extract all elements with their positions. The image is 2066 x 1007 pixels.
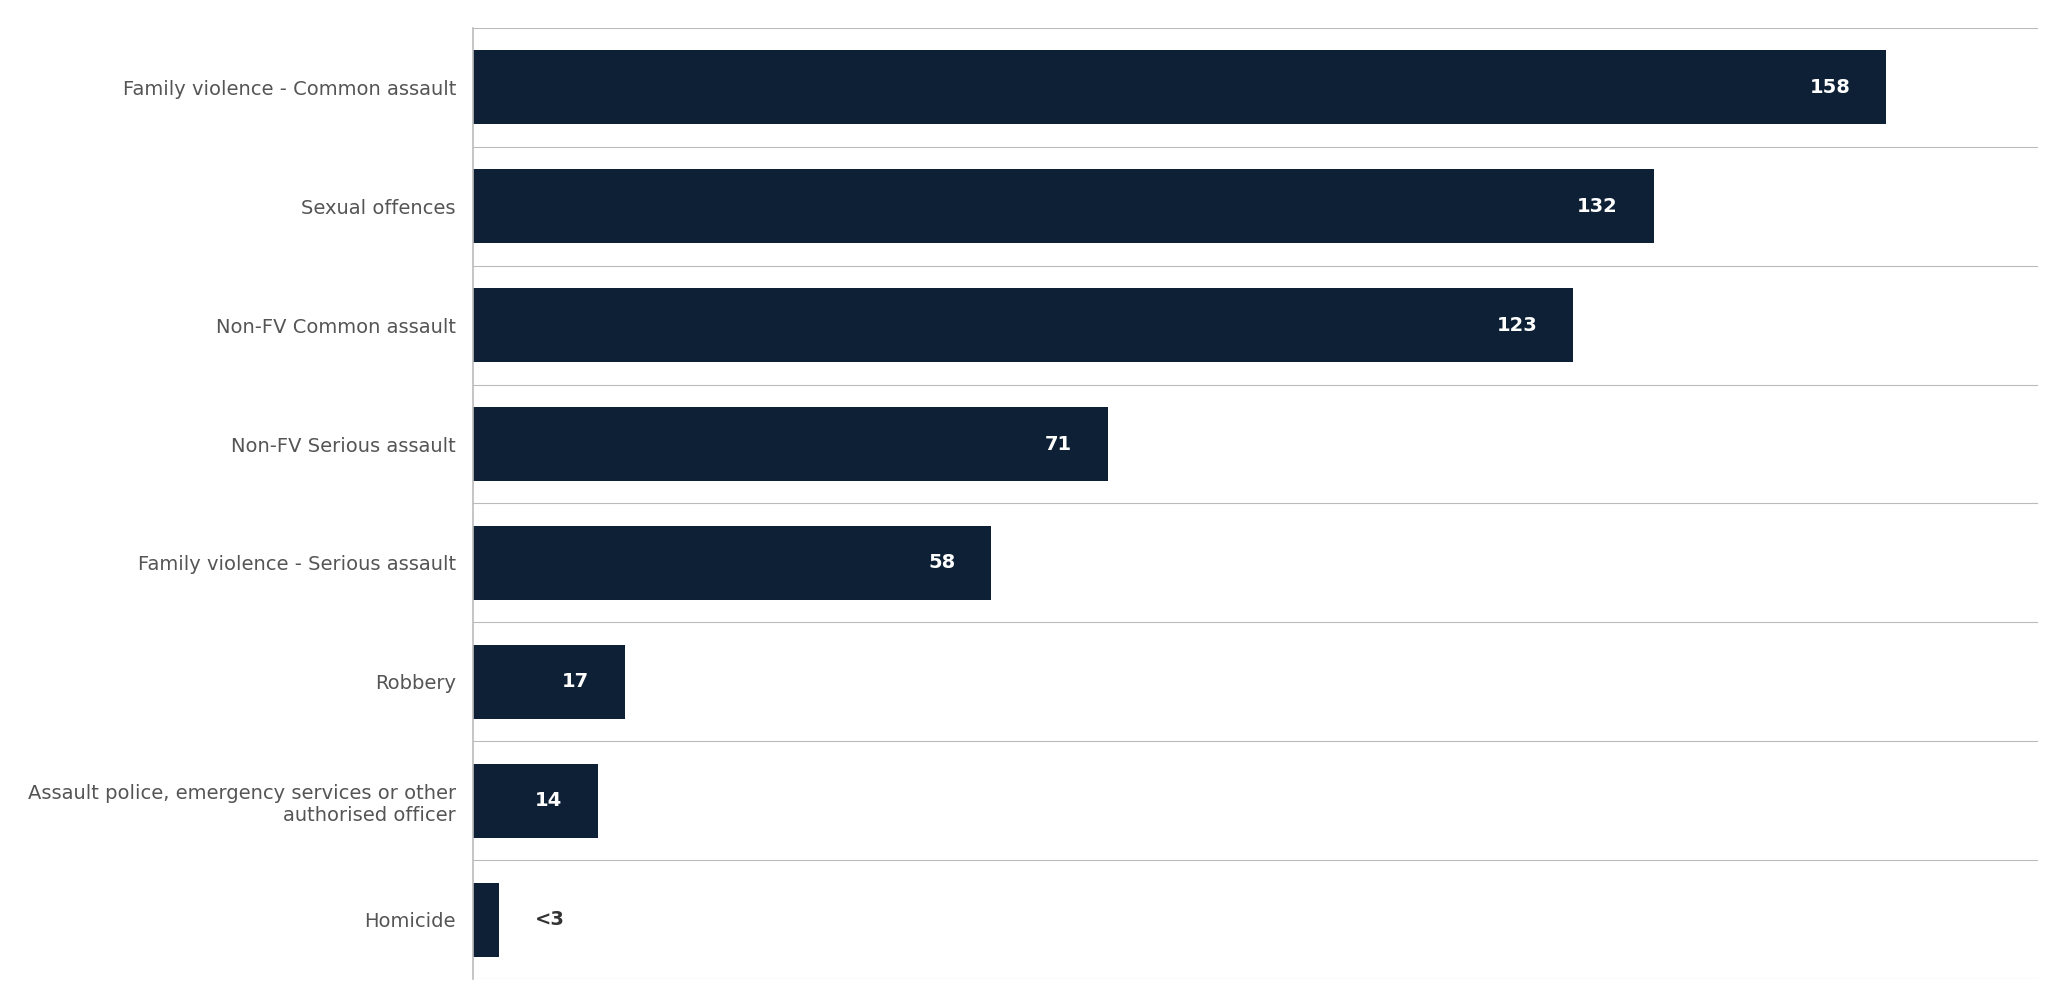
Bar (473, 169, 1653, 243)
Text: <3: <3 (535, 910, 566, 929)
Bar (473, 883, 500, 957)
Text: 132: 132 (1576, 196, 1618, 215)
Text: 14: 14 (535, 792, 562, 811)
Bar (473, 645, 624, 719)
Bar (473, 526, 992, 600)
Bar (473, 764, 597, 838)
Bar (473, 407, 1107, 481)
Bar (473, 50, 1886, 124)
Text: 58: 58 (928, 554, 957, 572)
Text: 17: 17 (562, 673, 589, 692)
Text: 123: 123 (1496, 315, 1537, 334)
Bar (473, 288, 1572, 362)
Text: 71: 71 (1045, 435, 1072, 453)
Text: 158: 158 (1810, 78, 1851, 97)
